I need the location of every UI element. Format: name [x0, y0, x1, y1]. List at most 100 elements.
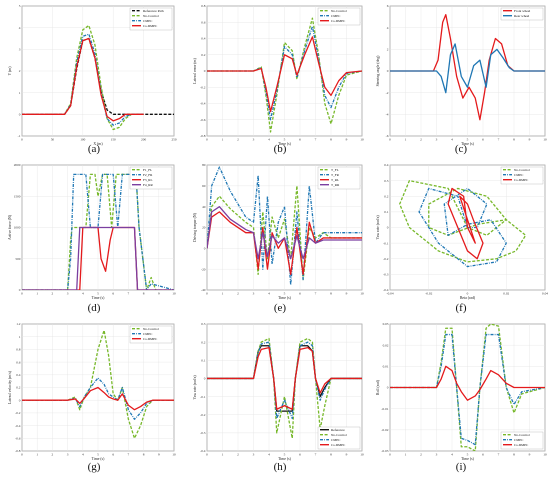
caption-a: (a) — [88, 143, 101, 155]
x-tick-label: 3 — [253, 453, 255, 457]
x-tick-label: 8 — [143, 292, 145, 296]
legend-label-f3-rl: F3_RL — [143, 178, 153, 182]
x-axis-label-e: Time (s) — [278, 296, 292, 300]
y-tick-label: 2000 — [14, 163, 21, 167]
x-tick-label: -0.04 — [386, 292, 393, 296]
x-axis-label-c: Time (s) — [461, 142, 475, 146]
y-tick-label: 3 — [19, 48, 21, 52]
x-tick-label: 5 — [467, 138, 469, 142]
x-tick-label: 1 — [222, 453, 224, 457]
x-tick-label: 2 — [420, 138, 422, 142]
y-tick-label: 0 — [204, 377, 206, 381]
y-tick-label: 1 — [19, 91, 21, 95]
series-line-f2-fr — [22, 173, 174, 290]
y-tick-label: -0.3 — [383, 273, 389, 277]
legend-label-cmpc: CMPC — [514, 173, 524, 177]
legend-label-cmpc: CMPC — [331, 438, 341, 442]
legend-label-cmpc: CMPC — [143, 332, 153, 336]
legend-label-f2-fr: F2_FR — [143, 173, 153, 177]
legend-label-t-rr: T_RR — [331, 183, 340, 187]
x-tick-label: 250 — [171, 138, 176, 142]
x-tick-label: 2 — [420, 453, 422, 457]
y-tick-label: 1.2 — [16, 322, 21, 326]
legend-label-cmpc: CMPC — [514, 438, 524, 442]
x-tick-label: 10 — [543, 453, 547, 457]
x-axis-label-i: Time (s) — [461, 457, 475, 461]
y-tick-label: 0.3 — [201, 322, 206, 326]
legend-label-cs-dmpc: Cs-DMPC — [331, 19, 346, 23]
panel-d: 0 1 2 3 4 5 6 7 8 9 10 0 500 1000 1500 2000 Time (s) Acti… — [8, 163, 176, 300]
caption-b: (b) — [274, 143, 287, 155]
panel-e: 0 1 2 3 4 5 6 7 8 9 10 -40 -20 0 20 40 60 80 Time (s) Drivi… — [193, 163, 364, 300]
y-tick-label: 0.2 — [201, 340, 206, 344]
legend-label-f1-fl: F1_FL — [143, 168, 152, 172]
x-tick-label: 4 — [268, 453, 270, 457]
y-tick-label: -0.01 — [381, 407, 388, 411]
y-tick-label: 0.1 — [384, 210, 389, 214]
y-tick-label: 0 — [204, 69, 206, 73]
y-tick-label: 40 — [202, 205, 206, 209]
x-tick-label: 8 — [330, 138, 332, 142]
y-tick-label: 0 — [204, 247, 206, 251]
panel-g: 0 1 2 3 4 5 6 7 8 9 10 -0.8 -0.6 -0.4 -0.2 0 0.2 0.4 0.6 0.… — [8, 322, 176, 461]
legend-box — [129, 166, 173, 190]
x-tick-label: 10 — [543, 138, 547, 142]
x-tick-label: 2 — [52, 453, 54, 457]
x-tick-label: 9 — [529, 138, 531, 142]
y-tick-label: 0.01 — [383, 365, 389, 369]
series-group-h — [207, 337, 362, 439]
y-tick-label: 20 — [202, 226, 206, 230]
x-tick-label: 1 — [222, 138, 224, 142]
x-tick-label: 2 — [52, 292, 54, 296]
x-tick-label: 10 — [172, 453, 176, 457]
y-tick-label: 0 — [387, 69, 389, 73]
legend-label-rear-wheel: Rear wheel — [514, 14, 529, 18]
caption-d: (d) — [88, 302, 101, 314]
panel-b: 0 1 2 3 4 5 6 7 8 9 10 -0.8 -0.6 -0.4 -0.2 0 0.2 0.4 0.6 0.… — [193, 4, 364, 146]
x-tick-label: 1 — [222, 292, 224, 296]
series-line-f1-fl — [22, 173, 174, 290]
x-tick-label: 3 — [436, 138, 438, 142]
legend-label-t-fr: T_FR — [331, 173, 340, 177]
series-line-cs-dmpc — [390, 365, 545, 401]
x-tick-label: 6 — [112, 292, 114, 296]
legend-label-cmpc: CMPC — [143, 19, 153, 23]
y-tick-label: -0.8 — [200, 134, 206, 138]
y-tick-label: -0.4 — [200, 102, 206, 106]
x-tick-label: 5 — [97, 292, 99, 296]
legend-box — [317, 426, 361, 450]
x-tick-label: 200 — [141, 138, 146, 142]
x-tick-label: 50 — [51, 138, 55, 142]
y-tick-label: -0.2 — [383, 257, 389, 261]
captions: (a) (b) (c) (d) (e) (f) (g) (h) (i) — [88, 143, 468, 473]
legend-label-no-control: No-Control — [331, 9, 347, 13]
caption-h: (h) — [274, 461, 287, 473]
x-tick-label: 0 — [206, 138, 208, 142]
y-tick-label: 1000 — [14, 226, 21, 230]
x-tick-label: 4 — [451, 138, 453, 142]
x-tick-label: 7 — [315, 292, 317, 296]
y-tick-label: 0.02 — [383, 343, 389, 347]
series-line-no-control — [207, 337, 362, 439]
x-tick-label: 7 — [498, 138, 500, 142]
x-tick-label: 4 — [268, 292, 270, 296]
legend-box — [317, 166, 361, 190]
y-axis-label-c: Steering angle (deg) — [376, 55, 380, 87]
legend-label-cmpc: CMPC — [331, 14, 341, 18]
y-tick-label: 0.2 — [201, 53, 206, 57]
panel-h: 0 1 2 3 4 5 6 7 8 9 10 -0.4 -0.3 -0.2 -0.1 0 0.1 0.2 0.3 Ti… — [193, 322, 364, 461]
x-tick-label: 10 — [172, 292, 176, 296]
y-tick-label: 0 — [19, 398, 21, 402]
series-line-cs-dmpc — [22, 386, 174, 411]
y-tick-label: 0.4 — [16, 373, 21, 377]
legend-label-cs-dmpc: Cs-DMPC — [514, 178, 529, 182]
legend-label-no-control: No-Control — [143, 14, 159, 18]
y-tick-label: 0.4 — [384, 163, 389, 167]
x-tick-label: 7 — [128, 292, 130, 296]
legend-label-cs-dmpc: Cs-DMPC — [143, 24, 158, 28]
x-tick-label: 2 — [237, 453, 239, 457]
y-axis-label-d: Active force (N) — [8, 214, 12, 240]
x-axis-label-d: Time (s) — [92, 296, 106, 300]
